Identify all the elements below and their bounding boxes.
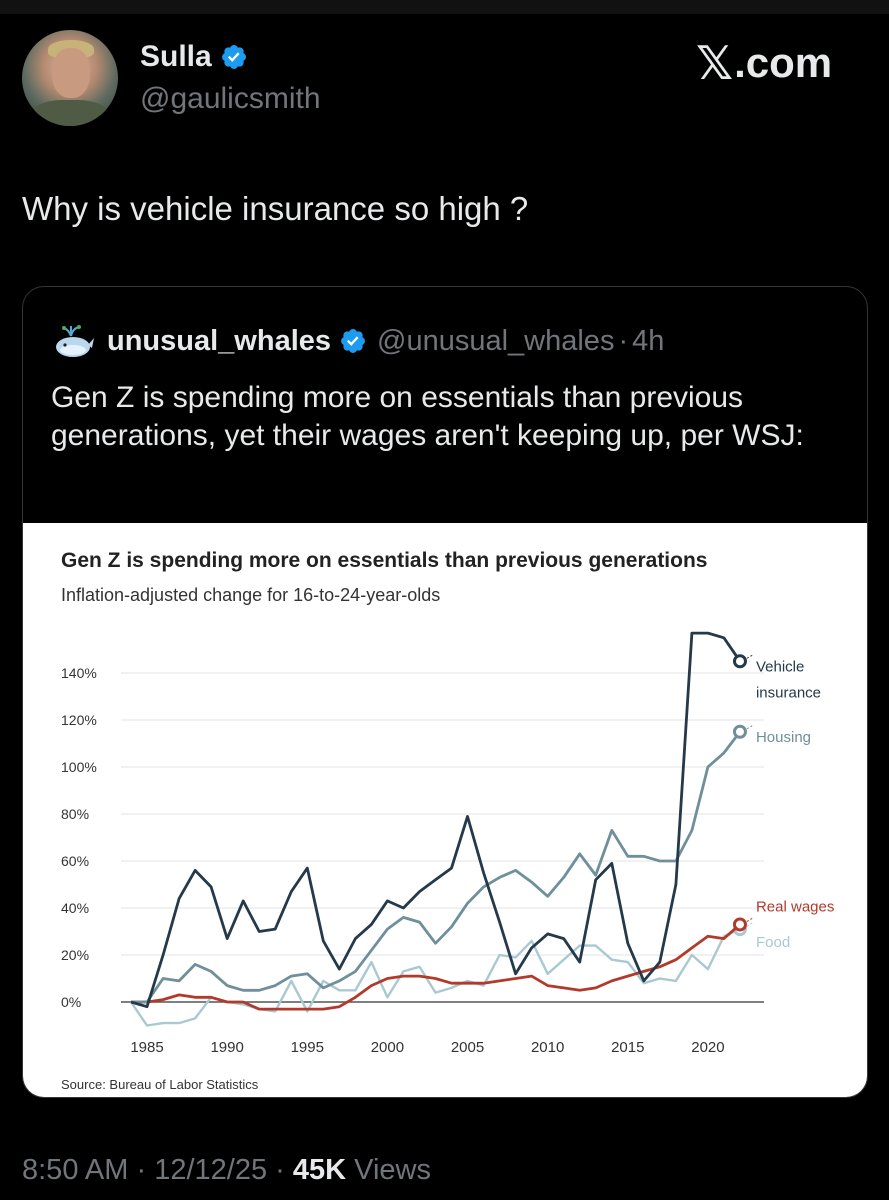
- chart-source: Source: Bureau of Labor Statistics: [61, 1077, 259, 1092]
- quoted-separator: ·: [618, 324, 629, 357]
- series-end-marker: [732, 654, 747, 669]
- label-leader: [746, 917, 755, 922]
- x-tick-label: 2015: [611, 1039, 644, 1056]
- y-tick-label: 60%: [61, 853, 89, 869]
- label-leader: [746, 653, 755, 659]
- y-tick-label: 0%: [61, 994, 81, 1010]
- x-tick-label: 1995: [291, 1039, 324, 1056]
- series-label: Vehicle: [756, 658, 804, 675]
- verified-badge-icon: [221, 45, 246, 69]
- x-tick-label: 2000: [371, 1039, 404, 1056]
- y-tick-label: 120%: [61, 712, 97, 728]
- x-tick-label: 1990: [210, 1039, 243, 1056]
- chart-subtitle: Inflation-adjusted change for 16-to-24-y…: [61, 585, 441, 605]
- meta-separator: ·: [275, 1154, 285, 1186]
- quoted-name[interactable]: unusual_whales: [107, 324, 332, 357]
- y-tick-label: 20%: [61, 947, 89, 963]
- tweet-time[interactable]: 8:50 AM: [22, 1154, 129, 1186]
- x-logo: 𝕏 .com: [696, 36, 832, 90]
- quoted-header: unusual_whales @unusual_whales · 4h: [51, 323, 664, 359]
- quoted-handle[interactable]: @unusual_whales: [377, 324, 615, 357]
- quoted-verified-badge-icon: [341, 329, 365, 353]
- author-name-row[interactable]: Sulla: [140, 40, 248, 74]
- series-label: Food: [756, 934, 790, 951]
- x-tick-label: 2005: [451, 1039, 484, 1056]
- line-chart: 0% 20% 40% 60% 80% 100% 120% 140% 1985 1990 1995 20…: [61, 631, 834, 1056]
- views-label: Views: [354, 1154, 431, 1186]
- y-tick-label: 40%: [61, 900, 89, 916]
- top-status-strip: [0, 0, 889, 14]
- series-label: Real wages: [756, 898, 834, 915]
- series-line-vehicle-insurance: [130, 631, 742, 1009]
- y-tick-label: 140%: [61, 665, 97, 681]
- label-leader: [746, 724, 755, 730]
- tweet-date[interactable]: 12/12/25: [154, 1154, 268, 1186]
- series-end-marker: [732, 724, 747, 739]
- author-avatar[interactable]: [22, 30, 118, 126]
- chart-title: Gen Z is spending more on essentials tha…: [61, 549, 708, 572]
- tweet-text: Why is vehicle insurance so high ?: [22, 190, 529, 227]
- quoted-text: Gen Z is spending more on essentials tha…: [51, 381, 804, 452]
- whale-avatar-icon[interactable]: [51, 323, 95, 359]
- series-line-housing: [131, 730, 742, 1004]
- series-end-marker: [732, 917, 747, 932]
- y-tick-label: 80%: [61, 806, 89, 822]
- author-handle[interactable]: @gaulicsmith: [140, 82, 321, 115]
- x-tick-label: 2020: [691, 1039, 724, 1056]
- quoted-tweet[interactable]: unusual_whales @unusual_whales · 4h Gen …: [22, 286, 868, 1098]
- x-tick-label: 1985: [130, 1039, 163, 1056]
- series-label: insurance: [756, 684, 821, 701]
- views-count: 45K: [292, 1154, 347, 1186]
- author-name[interactable]: Sulla: [140, 40, 212, 73]
- tweet-meta: 8:50 AM · 12/12/25 · 45K Views: [22, 1154, 431, 1187]
- label-leader: [746, 921, 755, 927]
- series-label: Housing: [756, 729, 811, 746]
- quoted-time[interactable]: 4h: [632, 324, 665, 357]
- meta-separator: ·: [136, 1154, 147, 1186]
- y-tick-label: 100%: [61, 759, 97, 775]
- series-line-real-wages: [131, 923, 741, 1011]
- x-logo-icon: 𝕏: [696, 36, 734, 90]
- x-logo-text: .com: [734, 39, 833, 86]
- x-tick-label: 2010: [531, 1039, 564, 1056]
- chart-image[interactable]: Gen Z is spending more on essentials tha…: [23, 523, 867, 1097]
